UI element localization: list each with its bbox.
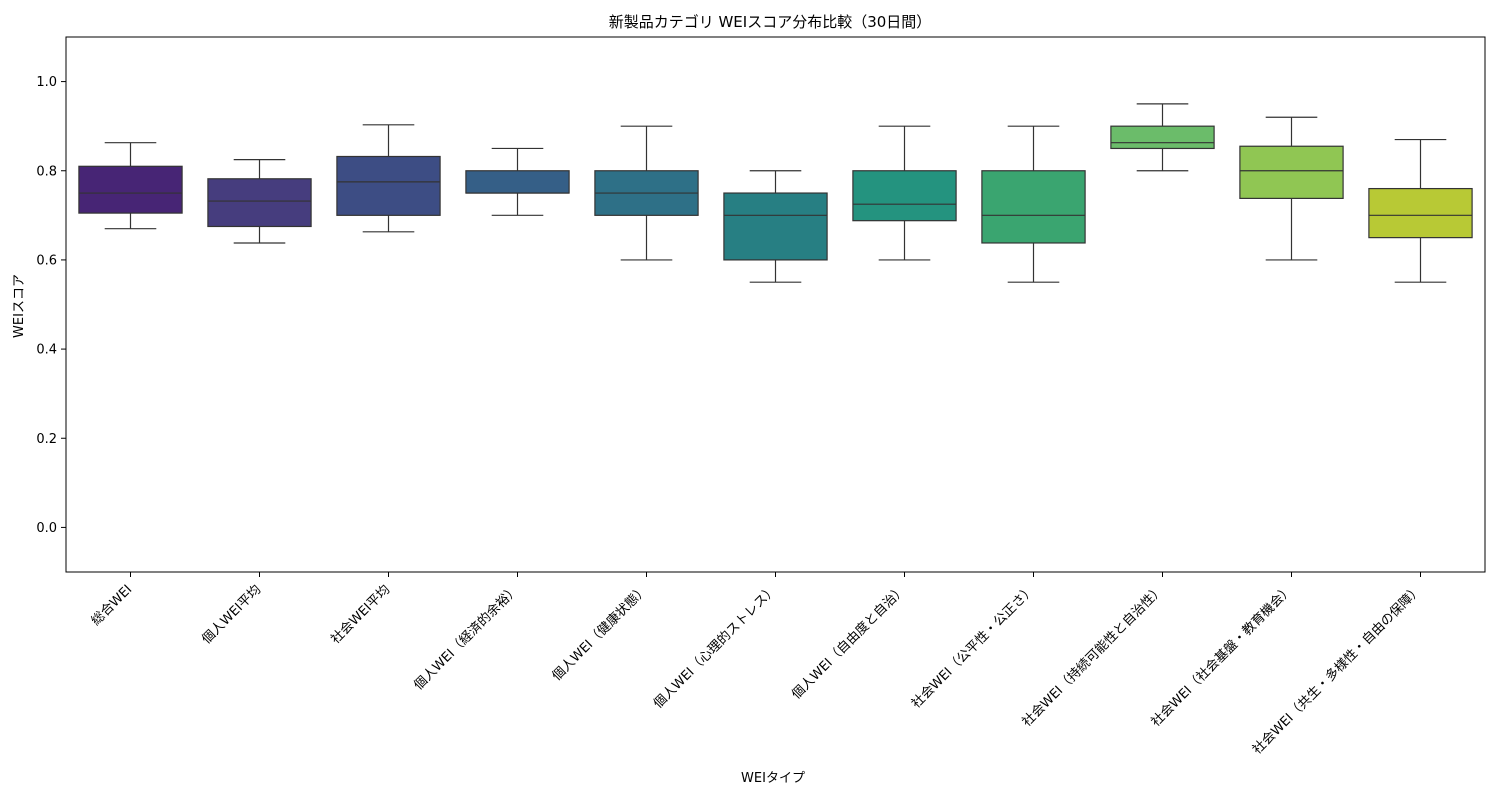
box-iqr bbox=[207, 178, 312, 228]
x-tick-label: 個人WEI（自由度と自治） bbox=[788, 582, 909, 703]
y-tick-label: 0.6 bbox=[36, 253, 57, 268]
x-tick-label: 個人WEI平均 bbox=[199, 582, 264, 647]
x-tick-label: 個人WEI（経済的余裕） bbox=[411, 582, 523, 694]
x-tick-label: 個人WEI（心理的ストレス） bbox=[650, 582, 780, 712]
y-tick-label: 0.8 bbox=[36, 164, 57, 179]
box-8 bbox=[981, 125, 1086, 283]
y-axis: 0.0 0.2 0.4 0.6 0.8 1.0 bbox=[36, 75, 66, 536]
box-iqr bbox=[852, 170, 957, 222]
y-tick-label: 0.2 bbox=[36, 432, 57, 447]
box-iqr bbox=[723, 192, 828, 261]
x-tick-label: 社会WEI（持続可能性と自治性） bbox=[1019, 582, 1167, 730]
box-1 bbox=[78, 142, 183, 230]
box-iqr bbox=[1368, 187, 1473, 239]
box-9 bbox=[1110, 103, 1215, 172]
box-iqr bbox=[1239, 145, 1344, 199]
x-tick-label: 個人WEI（健康状態） bbox=[549, 582, 651, 684]
chart-title: 新製品カテゴリ WEIスコア分布比較（30日間） bbox=[609, 13, 932, 31]
box-2 bbox=[207, 159, 312, 244]
box-10 bbox=[1239, 116, 1344, 261]
box-iqr bbox=[1110, 125, 1215, 150]
x-axis: 総合WEI 個人WEI平均 社会WEI平均 個人WEI（経済的余裕） 個人WEI（健康状… bbox=[89, 572, 1425, 758]
box-6 bbox=[723, 170, 828, 283]
box-11 bbox=[1368, 138, 1473, 283]
y-tick-label: 1.0 bbox=[36, 75, 57, 90]
box-3 bbox=[336, 124, 441, 233]
box-5 bbox=[594, 125, 699, 261]
x-axis-label: WEIタイプ bbox=[741, 771, 805, 786]
box-7 bbox=[852, 125, 957, 261]
y-tick-label: 0.4 bbox=[36, 343, 57, 358]
y-axis-label: WEIスコア bbox=[12, 274, 27, 338]
plot-area bbox=[78, 103, 1473, 283]
x-tick-label: 社会WEI（公平性・公正さ） bbox=[908, 582, 1038, 712]
box-iqr bbox=[981, 170, 1086, 244]
box-iqr bbox=[465, 170, 570, 194]
box-iqr bbox=[336, 155, 441, 216]
x-tick-label: 総合WEI bbox=[89, 582, 136, 629]
x-tick-label: 社会WEI（社会基盤・教育機会） bbox=[1148, 582, 1296, 730]
box-iqr bbox=[78, 165, 183, 214]
box-4 bbox=[465, 147, 570, 216]
y-tick-label: 0.0 bbox=[36, 521, 57, 536]
x-tick-label: 社会WEI平均 bbox=[328, 582, 394, 648]
